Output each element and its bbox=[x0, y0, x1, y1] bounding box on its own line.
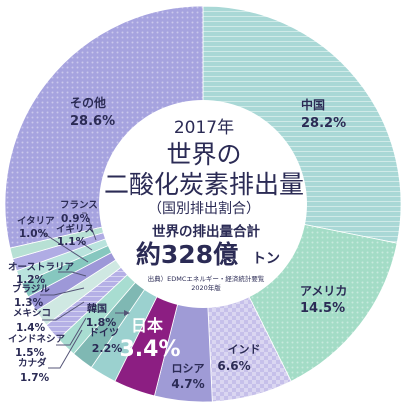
slice-11-leader-line bbox=[58, 271, 87, 277]
slice-labels: 中国 28.2% アメリカ 14.5% インド 6.6% ロシア 4.7% 日本 3.4%ドイツ 2… bbox=[8, 95, 347, 391]
slice-15-label: その他 bbox=[70, 95, 106, 110]
slice-15-value: 28.6% bbox=[70, 114, 115, 129]
center-subtitle: （国別排出割合） bbox=[148, 200, 260, 217]
slice-12-leader-line bbox=[77, 239, 93, 251]
slice-8-value: 1.5% bbox=[15, 347, 45, 359]
center-title-line1: 世界の bbox=[166, 140, 241, 169]
center-text-group: 2017年 世界の 二酸化炭素排出量 （国別排出割合） 世界の排出量合計 約32… bbox=[104, 118, 304, 292]
center-year: 2017年 bbox=[174, 118, 234, 138]
center-disc bbox=[99, 100, 307, 308]
slice-11-label: オーストラリア bbox=[8, 262, 75, 273]
slice-12-value: 1.1% bbox=[57, 236, 87, 248]
slice-6-arrow bbox=[124, 310, 130, 316]
slice-9-value: 1.4% bbox=[16, 322, 46, 334]
slice-13-leader-line bbox=[39, 230, 89, 263]
slice-10-label: ブラジル bbox=[12, 283, 50, 295]
slice-13-value: 1.0% bbox=[19, 228, 49, 240]
slice-7-label: カナダ bbox=[18, 357, 47, 369]
center-total-label: 世界の排出量合計 bbox=[152, 223, 260, 240]
slice-9-leader-line bbox=[42, 301, 85, 321]
slice-3-label: ロシア bbox=[172, 362, 205, 375]
slice-13-label: イタリア bbox=[17, 215, 55, 227]
center-total-unit: トン bbox=[252, 251, 280, 267]
slice-6-label: 韓国 bbox=[87, 302, 107, 315]
slice-2-value: 6.6% bbox=[217, 359, 250, 373]
slice-8-leader-line bbox=[56, 317, 87, 346]
center-source-line1: 出典）EDMCエネルギー・経済統計要覧 bbox=[148, 274, 265, 283]
slice-9-label: メキシコ bbox=[13, 308, 51, 319]
slice-7-value: 1.7% bbox=[20, 372, 50, 384]
slice-12-label: イギリス bbox=[56, 223, 94, 235]
slice-3-value: 4.7% bbox=[171, 377, 204, 391]
leader-lines bbox=[39, 212, 130, 369]
slice-5-value: 2.2% bbox=[92, 342, 123, 355]
slice-0-value: 28.2% bbox=[301, 116, 346, 131]
slice-1-value: 14.5% bbox=[300, 301, 345, 316]
slice-14-leader-line bbox=[82, 212, 97, 241]
slice-4-label: 日本 bbox=[131, 316, 163, 335]
slice-5-label: ドイツ bbox=[89, 327, 119, 339]
slice-10-leader-line bbox=[40, 287, 85, 296]
center-title-line2: 二酸化炭素排出量 bbox=[104, 170, 304, 199]
slice-4-value: 3.4% bbox=[119, 337, 180, 362]
slice-1-label: アメリカ bbox=[300, 284, 347, 298]
slice-6-value: 1.8% bbox=[86, 316, 117, 329]
slice-7-leader-line bbox=[48, 329, 83, 369]
slice-2-label: インド bbox=[228, 343, 261, 356]
slice-0-label: 中国 bbox=[301, 97, 325, 112]
center-total-value: 約328億 bbox=[136, 240, 238, 269]
slice-10-value: 1.3% bbox=[14, 297, 44, 309]
slice-11-value: 1.2% bbox=[16, 274, 46, 286]
slice-8-label: インドネシア bbox=[8, 334, 66, 345]
slice-14-value: 0.9% bbox=[61, 213, 91, 225]
slice-14-label: フランス bbox=[60, 200, 98, 211]
center-source-line2: 2020年版 bbox=[191, 283, 221, 292]
